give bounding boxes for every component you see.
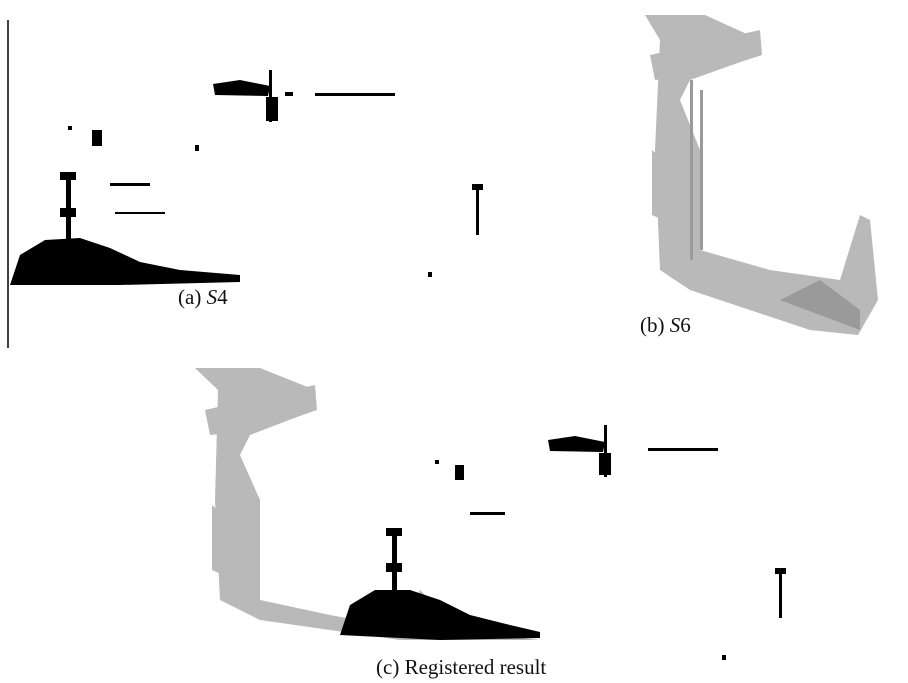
caption-symbol: S (670, 313, 681, 337)
caption-label: (a) (178, 285, 201, 309)
caption-b: (b) S6 (640, 313, 691, 338)
cloud-registered-s4 (340, 425, 786, 660)
caption-number: 6 (680, 313, 691, 337)
caption-text: Registered result (405, 655, 547, 679)
point-cloud-figure (0, 0, 908, 683)
caption-c: (c) Registered result (376, 655, 546, 680)
caption-symbol: S (207, 285, 218, 309)
cloud-s4 (10, 70, 483, 285)
cloud-s6 (645, 15, 878, 335)
caption-label: (b) (640, 313, 665, 337)
caption-label: (c) (376, 655, 399, 679)
caption-number: 4 (217, 285, 228, 309)
figure: (a) S4 (b) S6 (c) Registered result (0, 0, 908, 683)
caption-a: (a) S4 (178, 285, 228, 310)
